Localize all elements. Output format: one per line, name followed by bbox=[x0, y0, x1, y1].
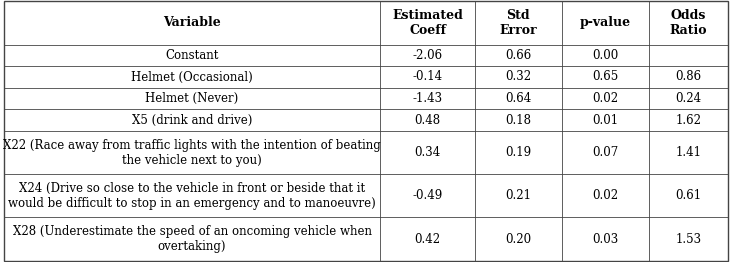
Text: 0.66: 0.66 bbox=[505, 49, 531, 62]
Text: -0.14: -0.14 bbox=[413, 70, 443, 84]
Text: 0.18: 0.18 bbox=[505, 114, 531, 127]
Text: Odds
Ratio: Odds Ratio bbox=[670, 9, 707, 37]
Text: Estimated
Coeff: Estimated Coeff bbox=[392, 9, 463, 37]
Text: 1.53: 1.53 bbox=[676, 233, 701, 245]
Text: 1.62: 1.62 bbox=[676, 114, 701, 127]
Text: 0.61: 0.61 bbox=[676, 189, 701, 202]
Text: 0.65: 0.65 bbox=[592, 70, 619, 84]
Text: 1.41: 1.41 bbox=[676, 146, 701, 159]
Text: 0.07: 0.07 bbox=[592, 146, 619, 159]
Text: 0.01: 0.01 bbox=[592, 114, 619, 127]
Text: 0.42: 0.42 bbox=[414, 233, 441, 245]
Text: 0.48: 0.48 bbox=[414, 114, 441, 127]
Text: 0.24: 0.24 bbox=[676, 92, 701, 105]
Text: Constant: Constant bbox=[165, 49, 219, 62]
Text: 0.02: 0.02 bbox=[592, 92, 619, 105]
Text: -0.49: -0.49 bbox=[412, 189, 443, 202]
Text: p-value: p-value bbox=[580, 17, 631, 29]
Text: X5 (drink and drive): X5 (drink and drive) bbox=[132, 114, 253, 127]
Text: 0.21: 0.21 bbox=[505, 189, 531, 202]
Text: X24 (Drive so close to the vehicle in front or beside that it
would be difficult: X24 (Drive so close to the vehicle in fr… bbox=[8, 182, 376, 210]
Text: X28 (Underestimate the speed of an oncoming vehicle when
overtaking): X28 (Underestimate the speed of an oncom… bbox=[12, 225, 372, 253]
Text: Variable: Variable bbox=[163, 17, 221, 29]
Text: 0.20: 0.20 bbox=[505, 233, 531, 245]
Text: X22 (Race away from traffic lights with the intention of beating
the vehicle nex: X22 (Race away from traffic lights with … bbox=[3, 139, 381, 167]
Text: 0.32: 0.32 bbox=[505, 70, 531, 84]
Text: 0.64: 0.64 bbox=[505, 92, 531, 105]
Text: 0.00: 0.00 bbox=[592, 49, 619, 62]
Text: -1.43: -1.43 bbox=[413, 92, 443, 105]
Text: -2.06: -2.06 bbox=[413, 49, 443, 62]
Text: 0.02: 0.02 bbox=[592, 189, 619, 202]
Text: 0.19: 0.19 bbox=[505, 146, 531, 159]
Text: Std
Error: Std Error bbox=[499, 9, 537, 37]
Text: Helmet (Never): Helmet (Never) bbox=[146, 92, 239, 105]
Text: 0.34: 0.34 bbox=[414, 146, 441, 159]
Text: 0.03: 0.03 bbox=[592, 233, 619, 245]
Text: 0.86: 0.86 bbox=[676, 70, 701, 84]
Text: Helmet (Occasional): Helmet (Occasional) bbox=[131, 70, 253, 84]
